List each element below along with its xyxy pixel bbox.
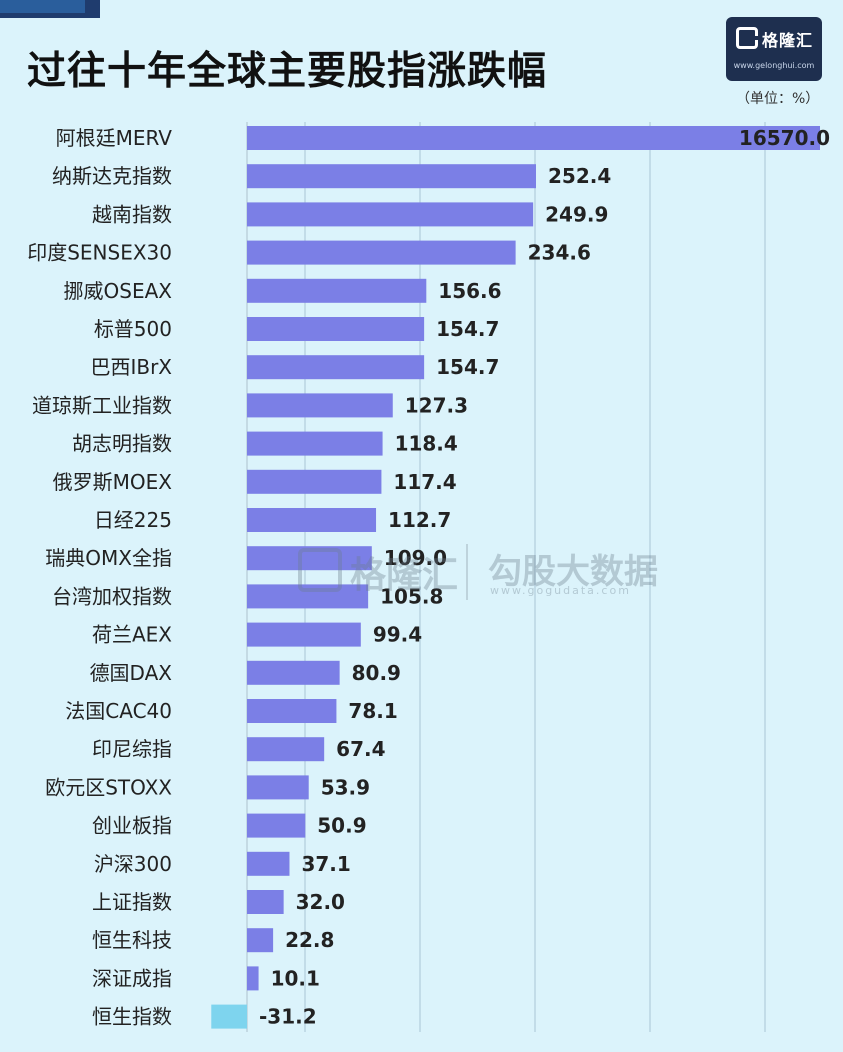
data-label: 112.7 [388,508,451,532]
bar [211,1004,247,1029]
bar [247,393,393,418]
category-label: 日经225 [94,508,172,532]
bar [247,164,536,189]
chart-title: 过往十年全球主要股指涨跌幅 [27,49,548,94]
category-label: 恒生科技 [92,928,172,952]
bar [247,584,369,609]
data-label: 67.4 [336,737,385,761]
category-label: 印尼综指 [92,737,172,761]
logo-name: 格隆汇 [762,31,814,50]
category-label: 瑞典OMX全指 [45,546,172,570]
data-label: 234.6 [528,241,591,265]
category-label: 挪威OSEAX [64,279,173,303]
category-label: 纳斯达克指数 [52,164,172,188]
data-label: 53.9 [321,775,370,799]
bar [247,928,274,953]
category-label: 标普500 [94,317,172,341]
category-label: 胡志明指数 [72,432,172,456]
data-label: 50.9 [317,814,366,838]
bar [247,240,516,265]
category-label: 欧元区STOXX [45,775,172,799]
data-label: 16570.0 [739,126,830,150]
bar [247,126,820,150]
data-label: 10.1 [271,966,320,990]
category-label: 德国DAX [90,661,173,685]
category-label: 越南指数 [92,202,172,226]
data-label: 37.1 [301,852,350,876]
bar [247,775,309,800]
category-label: 法国CAC40 [65,699,172,723]
bar [247,317,425,341]
category-label: 台湾加权指数 [52,584,172,608]
data-label: 156.6 [438,279,501,303]
data-label: 22.8 [285,928,334,952]
data-label: 154.7 [436,317,499,341]
bar [247,202,534,227]
bar [247,813,306,838]
logo-mark-icon [736,27,758,49]
category-label: 道琼斯工业指数 [32,393,172,417]
data-label: 105.8 [380,584,443,608]
data-label: 118.4 [395,432,458,456]
bar [247,469,382,494]
data-label: 252.4 [548,164,611,188]
gelonghui-logo: 格隆汇 www.gelonghui.com [726,17,822,81]
bar [247,966,259,991]
bar [247,699,337,723]
data-label: 99.4 [373,623,422,647]
category-label: 恒生指数 [92,1005,172,1029]
logo-url: www.gelonghui.com [733,61,815,70]
unit-note: （单位：%） [736,91,820,107]
category-label: 创业板指 [92,814,172,838]
data-label: -31.2 [259,1005,317,1029]
bar [247,622,361,647]
data-label: 78.1 [348,699,397,723]
category-label: 印度SENSEX30 [27,241,172,265]
bar [247,278,427,303]
bar [247,355,425,380]
data-label: 117.4 [393,470,456,494]
category-label: 巴西IBrX [90,355,172,379]
data-label: 154.7 [436,355,499,379]
category-label: 上证指数 [92,890,172,914]
category-label: 阿根廷MERV [56,126,173,150]
category-label: 荷兰AEX [92,623,172,647]
bar [247,546,372,571]
bar [247,737,325,762]
category-label: 沪深300 [94,852,172,876]
top-tab-accent [0,0,85,13]
bar [247,890,284,914]
category-label: 深证成指 [92,966,172,990]
bar [247,660,340,685]
data-label: 249.9 [545,202,608,226]
data-label: 109.0 [384,546,447,570]
data-label: 80.9 [352,661,401,685]
bar [247,431,383,456]
data-label: 127.3 [405,393,468,417]
bar [247,851,290,876]
data-label: 32.0 [296,890,345,914]
bar [247,508,377,532]
category-label: 俄罗斯MOEX [53,470,173,494]
